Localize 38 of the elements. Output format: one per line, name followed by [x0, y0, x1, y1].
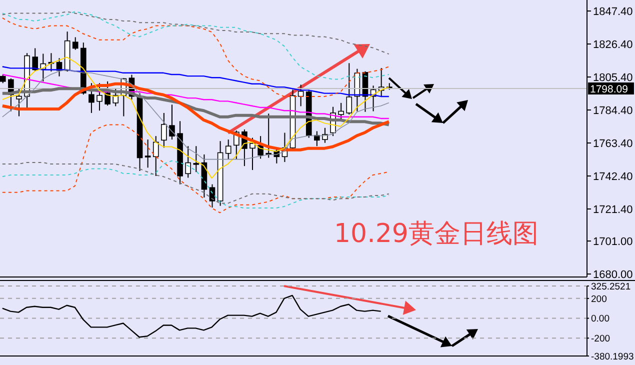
y-tick-label: -380.1993: [591, 351, 634, 362]
y-tick-label: 1721.40: [593, 204, 633, 216]
line-series: [2, 124, 390, 214]
candlestick: [250, 137, 256, 170]
y-tick-label: 325.2521: [591, 281, 631, 292]
y-tick-label: 1784.40: [593, 104, 633, 117]
y-tick-label: 1701.00: [593, 236, 633, 248]
y-tick-label: 1847.40: [593, 6, 633, 18]
y-tick-label: 1742.40: [593, 170, 633, 183]
line-series: [2, 11, 390, 55]
candlestick: [314, 130, 320, 147]
y-tick-label: 1826.40: [593, 38, 633, 51]
candlestick: [32, 48, 38, 72]
candlestick: [152, 136, 159, 176]
candlestick: [193, 146, 200, 173]
line-series: [2, 11, 390, 80]
annotation: 10.29黄金日线图: [334, 218, 538, 251]
line-series: [2, 17, 390, 97]
candlestick: [112, 87, 119, 107]
y-tick-label: 0.00: [591, 314, 610, 325]
line-series: [2, 294, 382, 338]
candlestick: [161, 112, 167, 148]
candlestick: [185, 146, 191, 178]
candlestick: [72, 36, 78, 50]
y-tick-label: -200: [591, 333, 610, 344]
y-tick-label: 1680.00: [593, 268, 633, 281]
candlestick: [16, 87, 22, 117]
candlestick: [225, 139, 232, 160]
candlestick: [144, 139, 151, 168]
candlestick: [346, 62, 352, 116]
ref-line-label: 1798.09: [590, 83, 628, 96]
candlestick: [169, 104, 175, 140]
y-tick-label: 1805.40: [593, 72, 633, 84]
y-tick-label: 1763.40: [593, 138, 633, 150]
candlestick: [322, 127, 328, 144]
y-tick-label: 200: [591, 294, 607, 305]
candlestick: [88, 82, 94, 114]
candlestick: [96, 82, 102, 112]
